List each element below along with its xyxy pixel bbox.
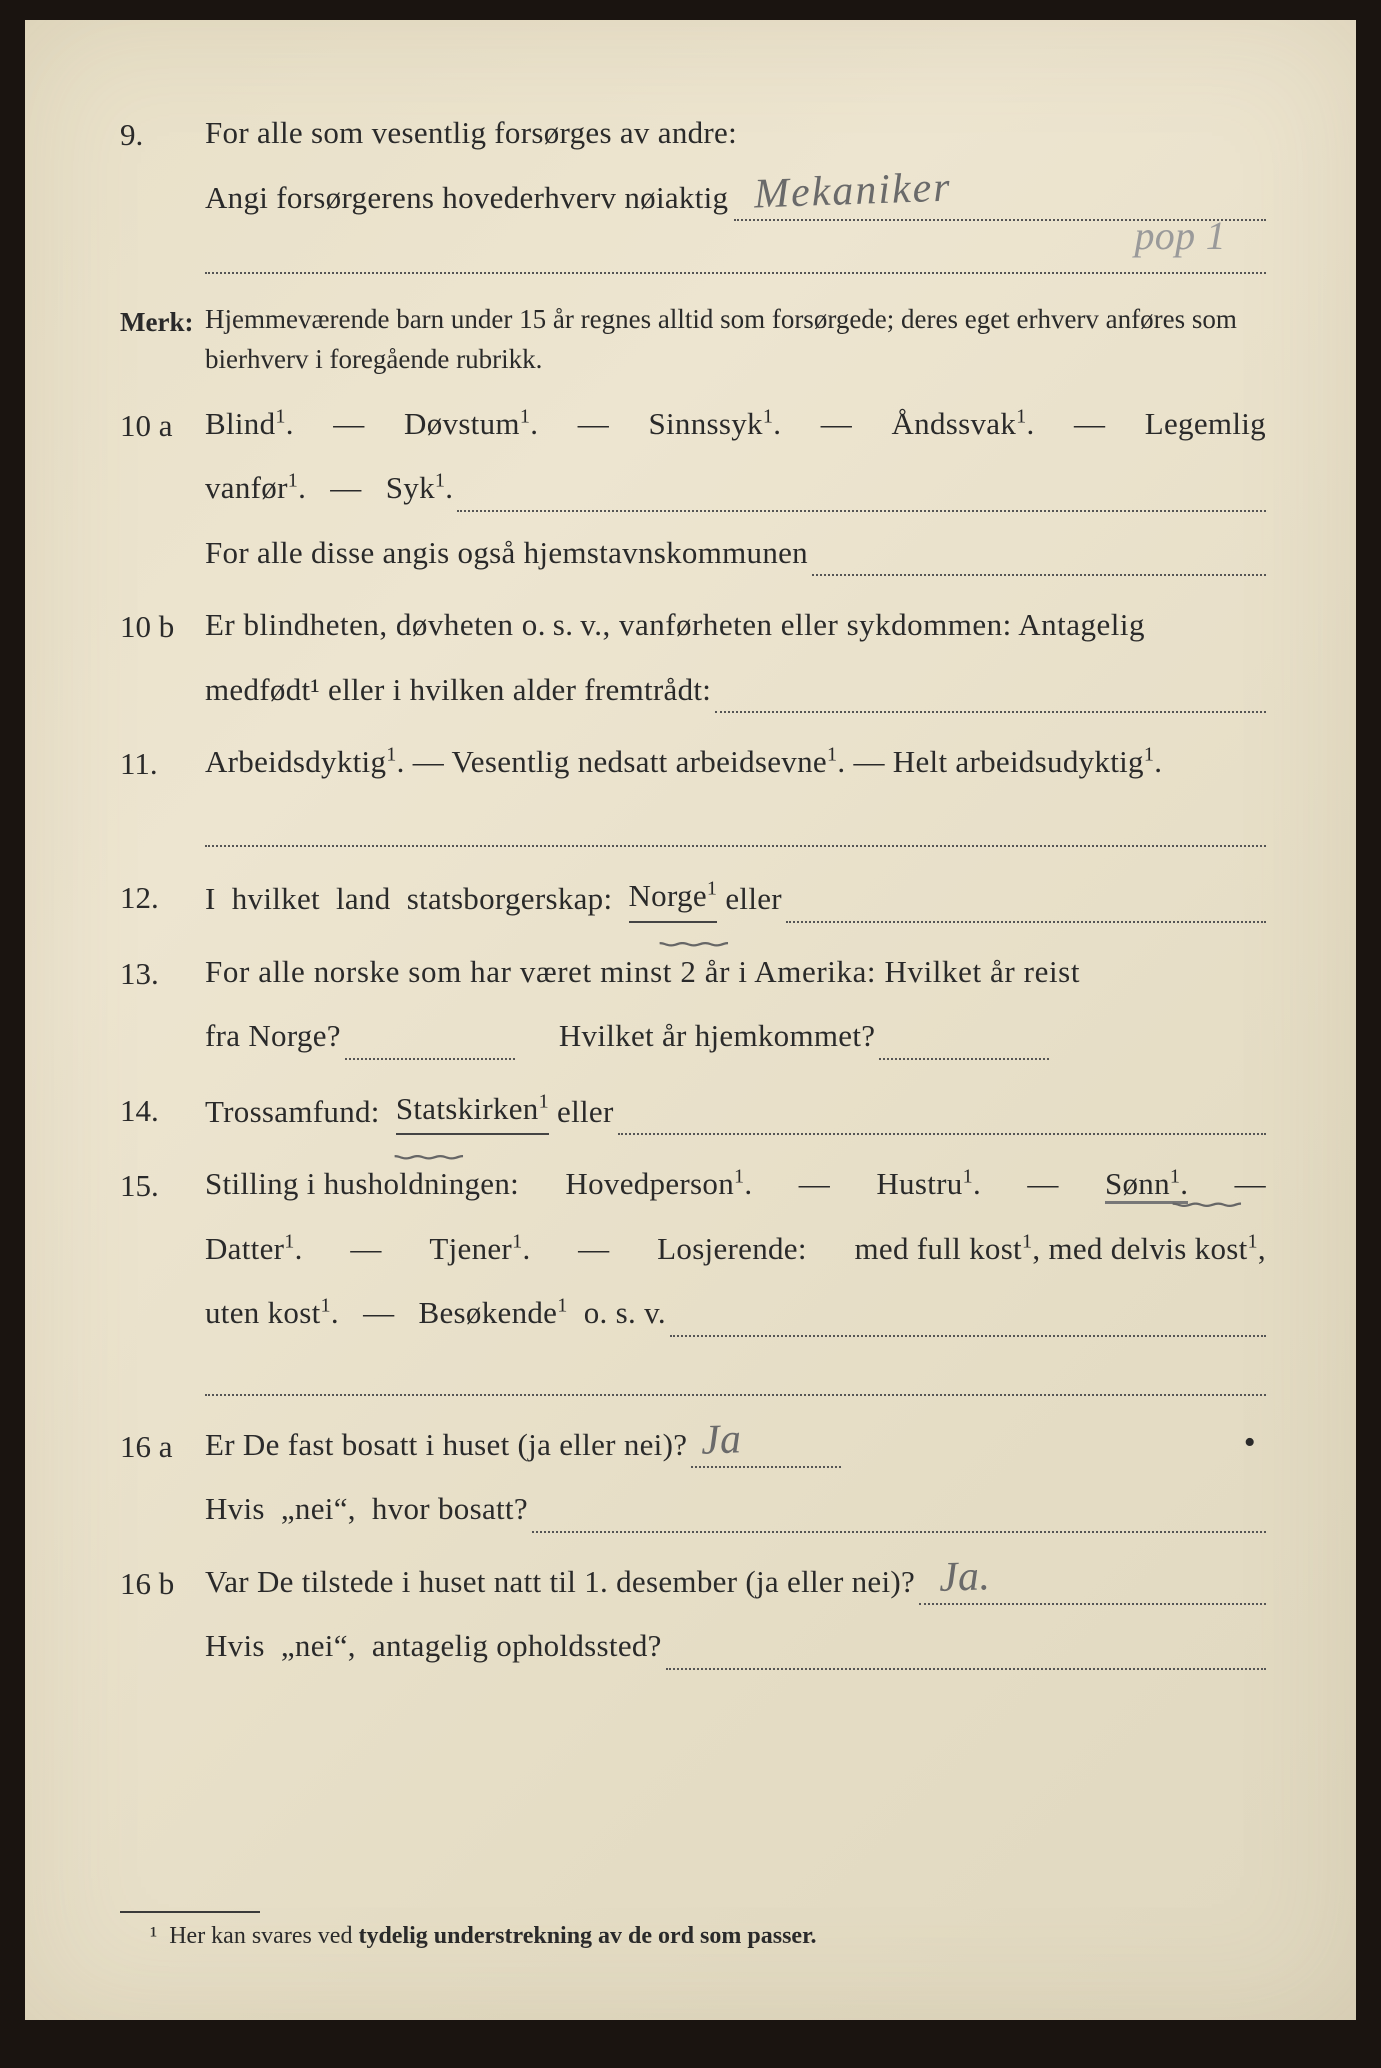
document-page: 9. For alle som vesentlig forsørges av a… [25,20,1356,2020]
q9-handwritten: Mekaniker [753,157,953,227]
q12-pencil-mark: ﹏ [660,903,729,960]
q14-blank [618,1102,1266,1135]
q13-number: 13. [120,949,205,998]
q16a-line2: Hvis „nei“, hvor bosatt? [205,1486,528,1533]
q10b-line2: medfødt¹ eller i hvilken alder fremtrådt… [205,667,711,714]
question-16b: 16 b Var De tilstede i huset natt til 1.… [120,1559,1266,1670]
footnote-bold: tydelig understrekning av de ord som pas… [358,1923,816,1949]
q15-blank-line [205,1351,1266,1396]
q13-blank2 [879,1027,1049,1060]
question-16a: 16 a Er De fast bosatt i huset (ja eller… [120,1422,1266,1533]
q14-text-b: eller [549,1089,614,1136]
q11-body: Arbeidsdyktig1. — Vesentlig nedsatt arbe… [205,739,1266,786]
q15-body: Stilling i husholdningen: Hovedperson1. … [205,1161,1266,1337]
q16b-blank2 [666,1637,1266,1670]
q16b-body: Var De tilstede i huset natt til 1. dese… [205,1559,1266,1670]
question-9: 9. For alle som vesentlig forsørges av a… [120,110,1266,221]
q10b-number: 10 b [120,602,205,651]
q16a-blank2 [532,1500,1266,1533]
question-10b: 10 b Er blindheten, døvheten o. s. v., v… [120,602,1266,713]
bullet-mark: • [1244,1417,1256,1468]
q13-body: For alle norske som har været minst 2 år… [205,949,1266,1060]
q14-text-a: Trossamfund: [205,1089,396,1136]
q13-line2a: fra Norge? [205,1013,341,1060]
question-11: 11. Arbeidsdyktig1. — Vesentlig nedsatt … [120,739,1266,788]
q16a-blank1: Ja [691,1435,841,1468]
question-14: 14. Trossamfund: Statskirken1 eller ﹏ [120,1086,1266,1136]
q10a-number: 10 a [120,401,205,450]
question-13: 13. For alle norske som har været minst … [120,949,1266,1060]
q10b-line1: Er blindheten, døvheten o. s. v., vanfør… [205,602,1266,649]
q16a-handwritten: Ja [700,1409,742,1473]
q16b-number: 16 b [120,1559,205,1608]
q12-blank [786,890,1266,923]
q9-label: Angi forsørgerens hovederhverv nøiaktig [205,175,734,222]
q16b-handwritten: Ja. [938,1546,991,1611]
q11-blank [205,802,1266,847]
q10a-blank [457,479,1266,512]
q14-body: Trossamfund: Statskirken1 eller ﹏ [205,1086,1266,1136]
q16b-blank1: Ja. [919,1572,1266,1605]
q16a-body: Er De fast bosatt i huset (ja eller nei)… [205,1422,1266,1533]
q10b-body: Er blindheten, døvheten o. s. v., vanfør… [205,602,1266,713]
q14-number: 14. [120,1086,205,1135]
q10a-blank2 [812,543,1266,576]
merk-text: Hjemmeværende barn under 15 år regnes al… [205,300,1266,378]
q16b-line1: Var De tilstede i huset natt til 1. dese… [205,1559,915,1606]
q9-number: 9. [120,110,205,159]
q16a-line1: Er De fast bosatt i huset (ja eller nei)… [205,1422,687,1469]
q13-line1: For alle norske som har været minst 2 år… [205,949,1266,996]
question-10a: 10 a Blind1. — Døvstum1. — Sinnssyk1. — … [120,401,1266,577]
merk-note: Merk: Hjemmeværende barn under 15 år reg… [120,300,1266,378]
q9-continuation: pop 1 [120,229,1266,274]
q16a-number: 16 a [120,1422,205,1471]
footnote-block: ¹ Her kan svares ved tydelig understrekn… [120,1911,1266,1950]
q12-number: 12. [120,873,205,922]
q10a-body: Blind1. — Døvstum1. — Sinnssyk1. — Åndss… [205,401,1266,577]
q15-blank [670,1304,1266,1337]
q15-blank-row [120,1351,1266,1396]
q9-body: For alle som vesentlig forsørges av andr… [205,110,1266,221]
footnote-a: Her kan svares ved [169,1923,358,1949]
q15-number: 15. [120,1161,205,1210]
q11-number: 11. [120,739,205,788]
q13-line2b: Hvilket år hjemkommet? [559,1013,876,1060]
footnote-marker: ¹ [150,1923,157,1949]
q12-text-a: I hvilket land statsborgerskap: [205,876,629,923]
q16b-line2: Hvis „nei“, antagelig opholdssted? [205,1623,662,1670]
q15-pencil-mark: ﹋ [1172,1195,1241,1252]
q9-handwritten-faint: pop 1 [1135,206,1227,266]
q13-blank1 [345,1027,515,1060]
merk-label: Merk: [120,300,205,343]
question-15: 15. Stilling i husholdningen: Hovedperso… [120,1161,1266,1337]
q9-blank-line [205,229,1266,274]
q9-line1: For alle som vesentlig forsørges av andr… [205,110,1266,157]
footnote-rule [120,1911,260,1913]
footnote-text: ¹ Her kan svares ved tydelig understrekn… [150,1923,1266,1950]
q11-blank-row [120,802,1266,847]
question-12: 12. I hvilket land statsborgerskap: Norg… [120,873,1266,923]
q10b-blank [715,680,1266,713]
q10a-hjemstavn: For alle disse angis også hjemstavnskomm… [205,530,808,577]
q12-body: I hvilket land statsborgerskap: Norge1 e… [205,873,1266,923]
